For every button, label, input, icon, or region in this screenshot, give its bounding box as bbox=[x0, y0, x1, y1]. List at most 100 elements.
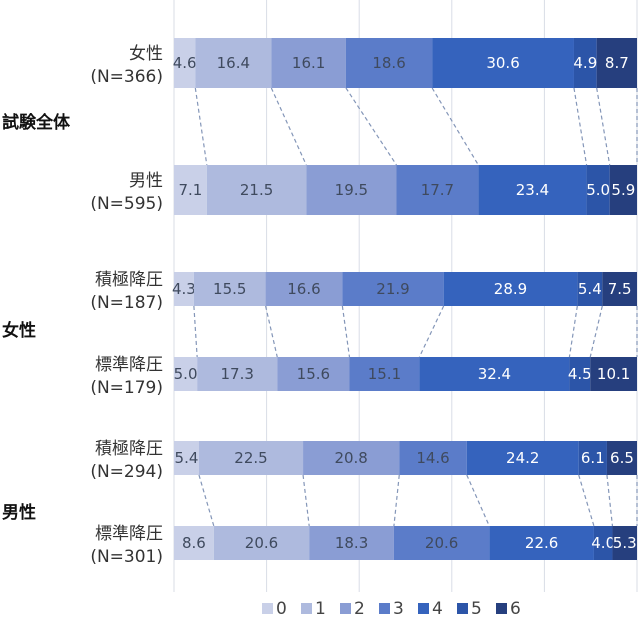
connector-line bbox=[596, 87, 611, 166]
bar-segment bbox=[345, 38, 433, 88]
connector-line bbox=[589, 305, 603, 358]
connector-line bbox=[270, 87, 307, 166]
category-label: 標準降圧 bbox=[95, 355, 163, 375]
legend-label: 2 bbox=[354, 599, 365, 619]
legend-item: 2 bbox=[340, 599, 365, 619]
bar-segment bbox=[174, 357, 198, 391]
segment-value-label: 20.6 bbox=[245, 534, 278, 552]
legend-label: 5 bbox=[471, 599, 482, 619]
legend-item: 5 bbox=[457, 599, 482, 619]
category-label: 男性 bbox=[129, 171, 163, 191]
bar-segment bbox=[265, 272, 343, 306]
legend-swatch-icon bbox=[262, 603, 273, 614]
bar-segment bbox=[197, 357, 278, 391]
segment-value-label: 16.4 bbox=[217, 54, 250, 72]
segment-value-label: 32.4 bbox=[478, 365, 511, 383]
legend-label: 4 bbox=[432, 599, 443, 619]
legend-label: 6 bbox=[510, 599, 521, 619]
bar-segment bbox=[309, 526, 394, 560]
bar-row: 5.4 22.5 20.8 14.6 24.2 6.1 6.5 bbox=[174, 441, 637, 475]
bar-segment bbox=[478, 165, 587, 215]
segment-value-label: 8.6 bbox=[182, 534, 206, 552]
bar-segment bbox=[443, 272, 578, 306]
connector-line bbox=[431, 87, 479, 166]
bar-segment bbox=[432, 38, 574, 88]
bar-segment bbox=[593, 526, 613, 560]
bar-segment bbox=[606, 441, 637, 475]
bar-segment bbox=[306, 165, 397, 215]
segment-value-label: 18.6 bbox=[372, 54, 405, 72]
segment-value-label: 4.9 bbox=[573, 54, 597, 72]
bar-segment bbox=[612, 526, 637, 560]
bar-segment bbox=[393, 526, 490, 560]
bar-segment bbox=[174, 165, 207, 215]
bar-row: 7.1 21.5 19.5 17.7 23.4 5.0 5.9 bbox=[174, 165, 637, 215]
connector-line bbox=[193, 305, 198, 358]
bar-segment bbox=[466, 441, 579, 475]
legend-item: 4 bbox=[418, 599, 443, 619]
legend-swatch-icon bbox=[457, 603, 468, 614]
segment-value-label: 18.3 bbox=[335, 534, 368, 552]
legend: 0 1 2 3 4 5 6 bbox=[262, 599, 521, 619]
bar-segment bbox=[419, 357, 570, 391]
segment-value-label: 28.9 bbox=[494, 280, 527, 298]
segment-value-label: 7.5 bbox=[608, 280, 632, 298]
segment-value-label: 5.0 bbox=[174, 365, 198, 383]
segment-value-label: 5.9 bbox=[611, 181, 635, 199]
connector-line bbox=[302, 474, 310, 527]
legend-swatch-icon bbox=[379, 603, 390, 614]
category-n-label: (N=366) bbox=[90, 67, 163, 87]
segment-value-label: 17.3 bbox=[220, 365, 253, 383]
legend-label: 0 bbox=[276, 599, 287, 619]
bar-segment bbox=[174, 38, 196, 88]
legend-label: 1 bbox=[315, 599, 326, 619]
connector-line bbox=[573, 87, 588, 166]
segment-value-label: 4.0 bbox=[591, 534, 615, 552]
bar-segment bbox=[577, 272, 603, 306]
bars: 4.6 16.4 16.1 18.6 30.6 4.9 8.7 7.1 21.5 19.5 17.7… bbox=[172, 38, 637, 560]
bar-segment bbox=[303, 441, 400, 475]
legend-swatch-icon bbox=[496, 603, 507, 614]
bar-row: 4.6 16.4 16.1 18.6 30.6 4.9 8.7 bbox=[173, 38, 637, 88]
segment-value-label: 20.6 bbox=[425, 534, 458, 552]
bar-segment bbox=[578, 441, 607, 475]
bar-segment bbox=[174, 526, 214, 560]
segment-value-label: 10.1 bbox=[597, 365, 630, 383]
bar-segment bbox=[349, 357, 420, 391]
bar-segment bbox=[586, 165, 610, 215]
segment-value-label: 21.9 bbox=[376, 280, 409, 298]
segment-value-label: 5.3 bbox=[613, 534, 637, 552]
segment-value-label: 5.0 bbox=[586, 181, 610, 199]
segment-value-label: 21.5 bbox=[240, 181, 273, 199]
group-label: 試験全体 bbox=[2, 112, 71, 133]
bar-row: 8.6 20.6 18.3 20.6 22.6 4.05.3 bbox=[174, 526, 637, 560]
legend-item: 3 bbox=[379, 599, 404, 619]
segment-value-label: 22.6 bbox=[525, 534, 558, 552]
bar-segment bbox=[271, 38, 346, 88]
segment-value-label: 15.1 bbox=[368, 365, 401, 383]
bar-row: 4.3 15.5 16.6 21.9 28.9 5.4 7.5 bbox=[172, 272, 637, 306]
segment-value-label: 8.7 bbox=[605, 54, 629, 72]
bar-segment bbox=[396, 165, 479, 215]
segment-value-label: 23.4 bbox=[516, 181, 549, 199]
segment-value-label: 4.6 bbox=[173, 54, 197, 72]
bar-segment bbox=[399, 441, 467, 475]
segment-value-label: 30.6 bbox=[486, 54, 519, 72]
segment-value-label: 24.2 bbox=[506, 449, 539, 467]
legend-label: 3 bbox=[393, 599, 404, 619]
segment-value-label: 16.6 bbox=[287, 280, 320, 298]
bar-segment bbox=[174, 272, 194, 306]
legend-item: 1 bbox=[301, 599, 326, 619]
connector-line bbox=[264, 305, 278, 358]
segment-value-label: 15.6 bbox=[297, 365, 330, 383]
bar-segment bbox=[573, 38, 597, 88]
bar-segment bbox=[596, 38, 637, 88]
legend-item: 6 bbox=[496, 599, 521, 619]
segment-value-label: 5.4 bbox=[175, 449, 199, 467]
bar-segment bbox=[198, 441, 304, 475]
bar-segment bbox=[195, 38, 272, 88]
group-label: 女性 bbox=[2, 320, 36, 341]
group-label: 男性 bbox=[2, 502, 36, 523]
